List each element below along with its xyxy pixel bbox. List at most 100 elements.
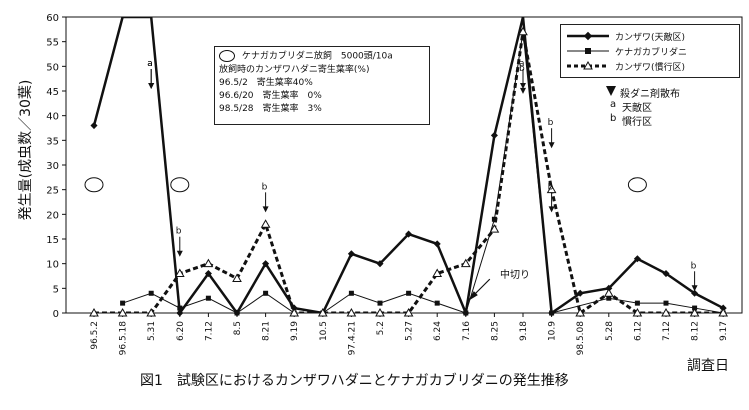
point-kanzawa-conventional [232,273,242,282]
point-kenaga [406,290,412,296]
point-kanzawa-natural [376,260,384,268]
rate-row-1: 96.5/2 寄生葉率40% [219,77,313,88]
point-kanzawa-conventional [117,307,128,317]
x-tick-label: 10.9 [548,321,558,341]
pesticide-a-label: 天敵区 [622,103,652,114]
point-kanzawa-conventional [89,307,99,317]
point-kanzawa-natural [490,131,498,139]
point-kenaga [148,290,154,296]
y-tick-label: 25 [46,186,59,197]
solid-diamond-line-icon [567,31,609,41]
x-tick-label: 9.18 [519,321,529,341]
dashed-triangle-line-icon [567,60,609,70]
point-kenaga [463,310,469,316]
x-tick-label: 5.2 [376,321,386,335]
pesticide-b-arrow-head [548,142,555,149]
y-tick-label: 45 [46,87,59,98]
point-kenaga [234,310,240,316]
point-kanzawa-conventional [403,307,414,317]
point-kanzawa-conventional [518,26,528,36]
point-kanzawa-conventional [346,307,357,317]
x-tick-label: 96.5.2 [90,321,100,350]
pesticide-legend: 殺ダニ剤散布 a 天敵区 b 慣行区 [606,86,736,136]
y-tick-label: 10 [46,260,59,271]
point-kanzawa-conventional [289,307,300,317]
x-tick-label: 5.31 [147,321,157,341]
pesticide-b-label: b [519,64,525,74]
pesticide-b-label: b [691,261,697,271]
y-tick-label: 55 [46,38,59,49]
x-tick-label: 7.16 [462,321,472,341]
point-kanzawa-natural [691,289,699,297]
x-tick-label: 8.5 [233,321,243,335]
cut-arrow-head [467,291,478,302]
x-tick-label: 8.21 [262,321,272,341]
y-tick-label: 35 [46,136,59,147]
y-tick-label: 30 [46,161,59,172]
info-box: ケナガカブリダニ放飼 5000頭/10a 放飼時のカンザワハダニ寄生葉率(%) … [214,46,430,125]
point-kanzawa-conventional [489,224,500,233]
x-tick-label: 98.5.08 [576,321,586,356]
point-kenaga [205,295,211,301]
point-kanzawa-conventional [718,307,729,317]
pesticide-a-label: a [147,59,153,69]
point-kanzawa-natural [433,240,441,248]
point-kanzawa-natural [347,250,355,258]
y-tick-label: 0 [53,309,59,320]
point-kenaga [177,305,183,311]
point-kanzawa-natural [176,309,184,317]
legend-item-kanzawa-conventional: カンザワ(慣行区) [565,60,685,74]
pesticide-b-label: 慣行区 [622,117,652,128]
x-tick-label: 6.20 [176,321,186,341]
x-tick-label: 5.28 [605,321,615,341]
x-tick-label: 6.12 [633,321,643,341]
point-kanzawa-natural [262,260,270,268]
point-kenaga [549,310,555,316]
point-kanzawa-conventional [632,307,643,317]
point-kanzawa-conventional [689,307,700,317]
pesticide-b-label: b [262,182,268,192]
x-tick-label: 97.4.21 [347,321,357,355]
y-tick-label: 40 [46,112,59,123]
legend-label-2: ケナガカブリダニ [615,48,688,58]
point-kanzawa-natural [90,121,98,130]
point-kanzawa-natural [204,269,212,278]
x-tick-label: 9.19 [290,321,300,341]
pesticide-b-key: b [610,113,617,124]
point-kanzawa-conventional [460,258,471,268]
rate-row-2: 96.6/20 寄生葉率 0% [219,90,322,101]
rate-row-3: 98.5/28 寄生葉率 3% [219,103,322,114]
x-tick-label: 9.17 [719,321,729,341]
release-ellipse-icon [170,177,190,193]
pesticide-b-label: b [548,118,554,128]
pesticide-a-label: a [147,59,153,69]
square-line-icon [567,48,609,54]
point-kenaga [377,300,383,306]
point-kanzawa-conventional [575,307,586,317]
pesticide-b-arrow-head [691,285,698,292]
point-kanzawa-conventional [375,307,385,317]
release-label-row: ケナガカブリダニ放飼 5000頭/10a [215,50,429,64]
release-ellipse-icon [84,177,104,193]
x-tick-label: 5.27 [405,321,415,341]
point-kanzawa-conventional [432,268,443,278]
y-axis-label: 発生量(成虫数／30葉) [18,80,34,221]
pesticide-b-arrow-head [520,87,526,94]
x-tick-label: 8.12 [691,321,701,341]
y-tick-label: 60 [46,13,59,24]
cut-label: 中切り [500,268,530,281]
y-tick-label: 5 [53,284,59,295]
pesticide-a-key: a [610,99,617,110]
legend: カンザワ(天敵区) ケナガカブリダニ カンザワ(慣行区) [560,24,740,78]
pesticide-arrow-icon [606,86,616,96]
point-kanzawa-conventional [661,307,671,317]
release-label: ケナガカブリダニ放飼 5000頭/10a [241,51,393,62]
legend-item-kenaga: ケナガカブリダニ [565,46,687,59]
x-tick-label: 7.12 [662,321,672,341]
point-kanzawa-conventional [260,219,271,228]
pesticide-a-label: a [519,59,525,69]
point-kanzawa-natural [633,255,641,263]
x-tick-label: 8.25 [490,321,500,341]
point-kenaga [348,290,354,296]
pesticide-b-arrow-head [176,250,183,257]
